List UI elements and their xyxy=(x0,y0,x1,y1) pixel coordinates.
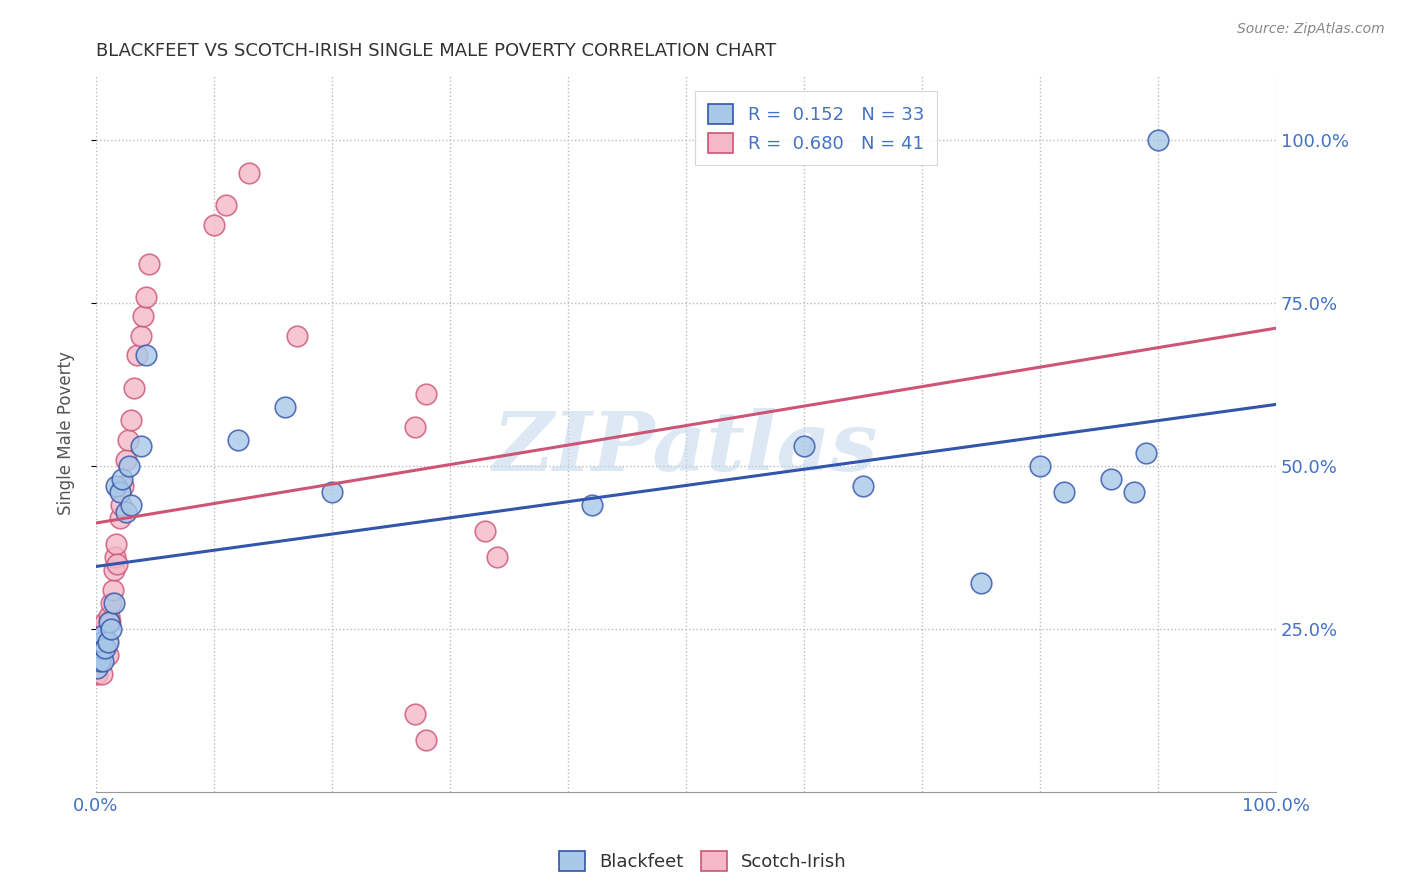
Point xyxy=(98,608,121,623)
Point xyxy=(1147,133,1170,147)
Point xyxy=(120,413,142,427)
Point xyxy=(105,478,128,492)
Point xyxy=(226,433,249,447)
Point xyxy=(86,667,108,681)
Point xyxy=(404,706,426,721)
Point xyxy=(1123,485,1146,500)
Point xyxy=(100,622,122,636)
Point xyxy=(970,576,993,591)
Point xyxy=(274,401,297,415)
Point xyxy=(129,440,152,454)
Point xyxy=(97,648,120,662)
Point xyxy=(91,628,114,642)
Point xyxy=(793,440,815,454)
Point xyxy=(91,635,114,649)
Point xyxy=(87,655,110,669)
Point xyxy=(104,550,127,565)
Point xyxy=(86,661,108,675)
Point xyxy=(96,635,118,649)
Point xyxy=(110,498,132,512)
Point xyxy=(89,655,111,669)
Point xyxy=(127,348,149,362)
Point xyxy=(117,433,139,447)
Point xyxy=(1029,458,1052,473)
Point xyxy=(90,628,112,642)
Point xyxy=(321,485,343,500)
Point xyxy=(486,550,509,565)
Point xyxy=(238,166,260,180)
Point xyxy=(103,596,125,610)
Point xyxy=(415,732,437,747)
Text: ZIPatlas: ZIPatlas xyxy=(494,408,879,488)
Point xyxy=(93,622,115,636)
Point xyxy=(138,257,160,271)
Point xyxy=(404,420,426,434)
Point xyxy=(132,309,155,323)
Point xyxy=(111,472,134,486)
Point xyxy=(1052,485,1074,500)
Point xyxy=(415,387,437,401)
Point xyxy=(852,478,875,492)
Point xyxy=(90,635,112,649)
Point xyxy=(1135,446,1157,460)
Point xyxy=(100,596,122,610)
Point xyxy=(202,218,225,232)
Point xyxy=(108,485,131,500)
Point xyxy=(94,615,117,630)
Point xyxy=(122,381,145,395)
Point xyxy=(129,328,152,343)
Text: Source: ZipAtlas.com: Source: ZipAtlas.com xyxy=(1237,22,1385,37)
Point xyxy=(89,648,111,662)
Point xyxy=(120,498,142,512)
Point xyxy=(90,641,112,656)
Point xyxy=(94,641,117,656)
Point xyxy=(581,498,603,512)
Point xyxy=(112,478,135,492)
Point xyxy=(98,615,121,630)
Text: BLACKFEET VS SCOTCH-IRISH SINGLE MALE POVERTY CORRELATION CHART: BLACKFEET VS SCOTCH-IRISH SINGLE MALE PO… xyxy=(96,42,776,60)
Point xyxy=(98,615,121,630)
Point xyxy=(135,348,157,362)
Legend: R =  0.152   N = 33, R =  0.680   N = 41: R = 0.152 N = 33, R = 0.680 N = 41 xyxy=(695,91,936,166)
Point xyxy=(118,458,141,473)
Point xyxy=(215,198,238,212)
Point xyxy=(135,290,157,304)
Legend: Blackfeet, Scotch-Irish: Blackfeet, Scotch-Irish xyxy=(553,844,853,879)
Point xyxy=(90,667,112,681)
Y-axis label: Single Male Poverty: Single Male Poverty xyxy=(58,351,75,516)
Point xyxy=(285,328,308,343)
Point xyxy=(103,563,125,577)
Point xyxy=(101,582,124,597)
Point xyxy=(97,635,120,649)
Point xyxy=(87,648,110,662)
Point xyxy=(474,524,496,538)
Point xyxy=(114,452,136,467)
Point xyxy=(90,641,112,656)
Point xyxy=(91,655,114,669)
Point xyxy=(1099,472,1122,486)
Point xyxy=(108,511,131,525)
Point xyxy=(105,557,128,571)
Point xyxy=(114,505,136,519)
Point xyxy=(105,537,128,551)
